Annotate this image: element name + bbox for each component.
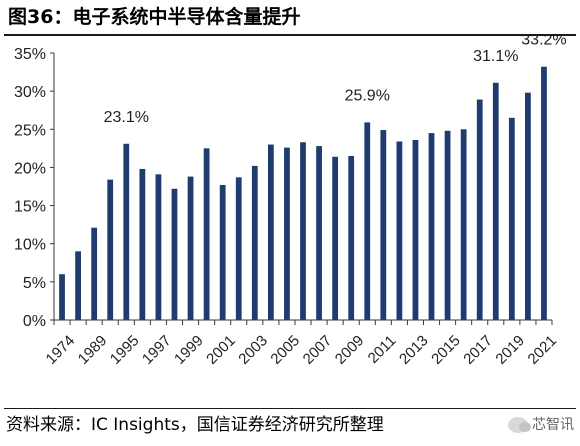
bar-2017 [476, 99, 483, 320]
bottom-rule [4, 408, 576, 409]
bar-2009 [348, 155, 355, 320]
x-tick-label: 1989 [75, 332, 111, 368]
x-tick-label: 1999 [171, 332, 207, 368]
bar-2021 [541, 66, 547, 320]
y-tick-label: 15% [14, 199, 46, 216]
x-tick-label: 1997 [139, 332, 175, 368]
bar-2006 [300, 142, 306, 320]
bar-1989 [91, 227, 98, 320]
bar-2011 [380, 130, 387, 320]
data-label: 31.1% [473, 48, 518, 65]
y-tick-label: 30% [14, 84, 46, 101]
bar-chart: 0% 5% 10% 15% 20% 25% 30% 35% 197419891995199719… [14, 36, 567, 368]
data-label: 25.9% [345, 87, 390, 104]
x-tick-label: 2005 [268, 332, 304, 368]
bar-2008 [332, 156, 339, 320]
top-rule [4, 34, 576, 36]
bar-2020 [525, 92, 531, 320]
bar-2010 [364, 122, 371, 320]
y-tick-label: 5% [23, 275, 46, 292]
x-tick-label: 1995 [107, 332, 143, 368]
bar-2014 [428, 133, 435, 320]
source-note: 资料来源：IC Insights，国信证券经济研究所整理 [6, 415, 384, 435]
bar-2012 [396, 141, 403, 320]
bar-2007 [316, 146, 322, 320]
y-tick-label: 35% [14, 46, 46, 63]
bar-1995 [123, 143, 130, 320]
x-tick-label: 2011 [365, 332, 400, 367]
data-label: 23.1% [104, 109, 149, 126]
bar-2019 [508, 117, 515, 320]
x-tick-label: 2007 [300, 332, 336, 368]
watermark-text: 芯智讯 [532, 417, 574, 433]
bar-1998 [171, 188, 178, 320]
y-tick-label: 0% [23, 313, 46, 330]
wechat-icon [508, 417, 531, 433]
bar-2018 [492, 82, 499, 320]
x-tick-label: 2013 [396, 332, 432, 368]
bar-2004 [267, 144, 274, 320]
bar-2013 [412, 139, 419, 320]
watermark: 芯智讯 [508, 410, 574, 440]
x-tick-label: 2019 [492, 332, 528, 368]
bar-1997 [155, 174, 162, 320]
bar-1996 [139, 168, 146, 320]
x-tick-label: 2021 [525, 332, 561, 368]
figure-title: 图36：电子系统中半导体含量提升 [8, 6, 301, 28]
bar-1979 [75, 251, 81, 320]
x-tick-label: 2001 [203, 332, 239, 368]
bar-1999 [187, 176, 194, 320]
x-tick-label: 2015 [428, 332, 464, 368]
x-tick-label: 2017 [460, 332, 496, 368]
bar-2005 [284, 147, 290, 320]
bar-2002 [235, 177, 242, 320]
bar-2003 [251, 165, 258, 320]
x-tick-label: 2009 [332, 332, 368, 368]
bar-2000 [203, 148, 210, 320]
y-tick-label: 10% [14, 237, 46, 254]
bar-2015 [444, 130, 451, 320]
bar-2016 [460, 129, 467, 320]
bar-2001 [219, 184, 226, 320]
x-tick-label: 1974 [43, 332, 79, 368]
y-tick-label: 20% [14, 160, 46, 177]
bar-1974 [59, 274, 65, 320]
y-tick-label: 25% [14, 122, 46, 139]
data-label: 33.2% [521, 36, 566, 49]
x-tick-label: 2003 [235, 332, 271, 368]
bar-1993 [107, 179, 114, 320]
